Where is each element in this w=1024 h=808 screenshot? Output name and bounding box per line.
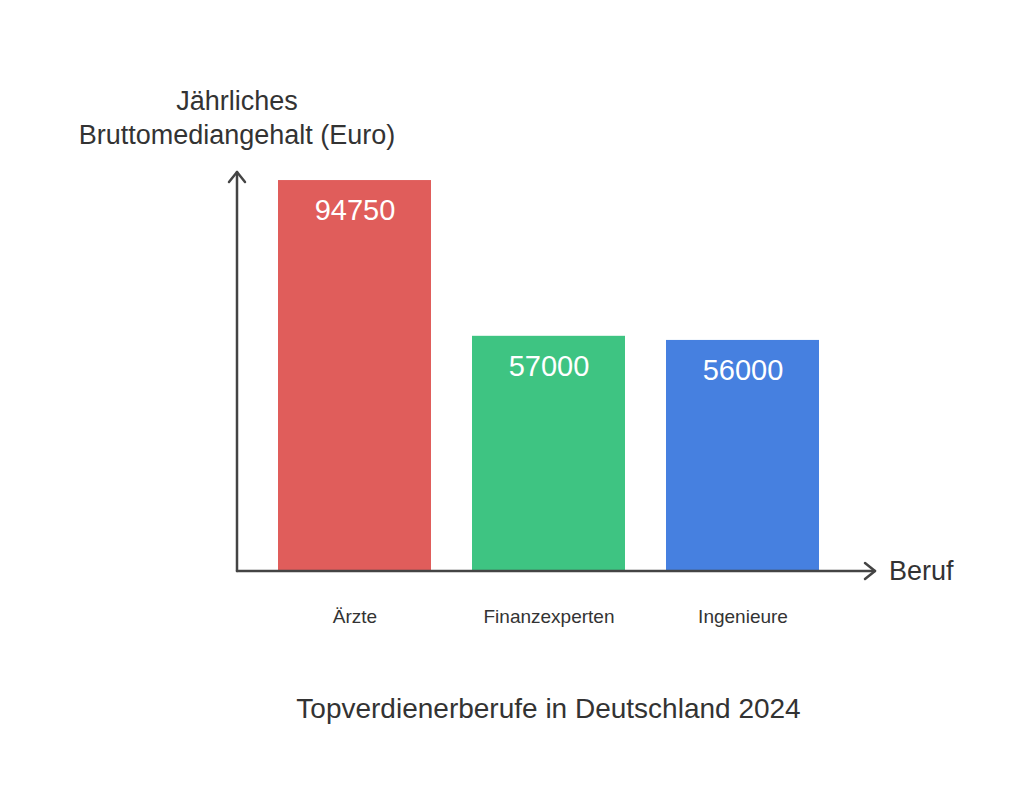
svg-text:57000: 57000 <box>509 350 590 382</box>
svg-text:Finanzexperten: Finanzexperten <box>484 606 615 627</box>
svg-text:JährlichesBruttomediangehalt (: JährlichesBruttomediangehalt (Euro) <box>79 86 396 150</box>
svg-text:Topverdienerberufe in Deutschl: Topverdienerberufe in Deutschland 2024 <box>296 693 800 724</box>
svg-text:Beruf: Beruf <box>889 556 954 586</box>
svg-text:56000: 56000 <box>703 354 784 386</box>
svg-text:Ärzte: Ärzte <box>333 606 377 627</box>
svg-text:94750: 94750 <box>315 194 396 226</box>
svg-text:Ingenieure: Ingenieure <box>698 606 788 627</box>
